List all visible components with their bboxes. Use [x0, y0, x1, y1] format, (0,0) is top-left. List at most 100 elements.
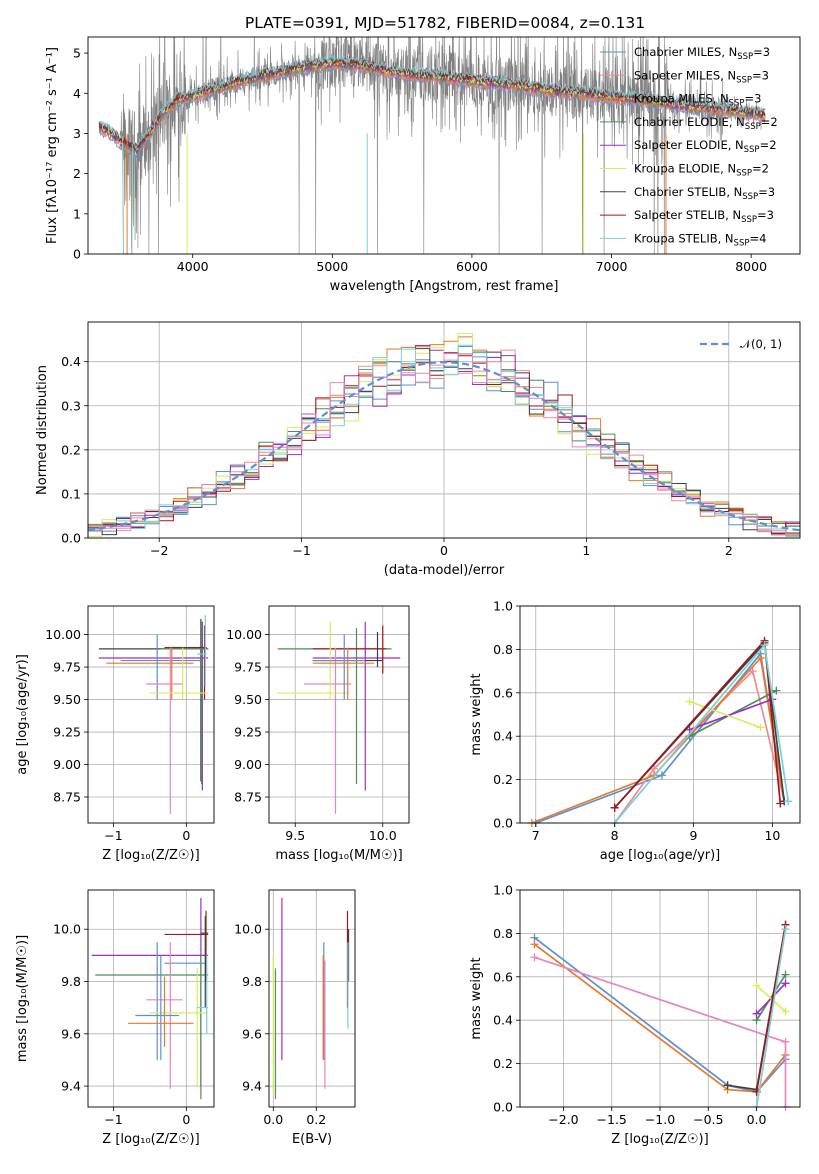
y-axis-label: age [log₁₀(age/yr)] — [15, 654, 30, 775]
legend-entry: 𝒩(0, 1) — [740, 337, 782, 351]
legend-entry: Chabrier MILES, NSSP=3 — [634, 45, 770, 62]
mass-weight-marker — [610, 803, 619, 812]
mass-weight-line-chabrier-miles — [535, 651, 786, 824]
y-tick-label: 5 — [73, 46, 81, 61]
x-tick-label: −1.5 — [597, 1112, 627, 1127]
y-tick-label: 0.4 — [493, 1013, 513, 1028]
mass-weight-line-kroupa-elodie — [756, 984, 787, 1013]
x-tick-label: 10.0 — [369, 828, 397, 843]
y-tick-label: 0.6 — [493, 969, 513, 984]
x-axis-label: mass [log₁₀(M/M☉)] — [275, 848, 402, 863]
axes-frame — [87, 889, 215, 1108]
x-tick-label: 0 — [440, 543, 448, 558]
y-tick-label: 10.0 — [53, 922, 81, 937]
y-tick-label: 1.0 — [493, 599, 513, 614]
figure-title: PLATE=0391, MJD=51782, FIBERID=0084, z=0… — [245, 14, 645, 32]
x-tick-label: 5000 — [316, 259, 348, 274]
y-axis-label: mass weight — [469, 957, 484, 1039]
y-axis-label: mass weight — [469, 673, 484, 755]
model-spectrum-kroupa-stelib — [98, 54, 766, 254]
y-tick-label: 10.00 — [226, 627, 262, 642]
y-tick-label: 8.75 — [53, 790, 81, 805]
x-axis-label: age [log₁₀(age/yr)] — [600, 848, 721, 863]
histogram-pink-extra — [87, 353, 800, 538]
mass-weight-marker — [685, 697, 694, 706]
y-tick-label: 9.6 — [242, 1026, 262, 1041]
y-tick-label: 9.50 — [234, 692, 262, 707]
x-tick-label: −1 — [292, 543, 310, 558]
spectrum-plot-area — [98, 37, 766, 254]
normal-distribution-curve — [87, 360, 801, 532]
mass-weight-marker — [781, 925, 790, 934]
x-tick-label: −1 — [104, 1112, 122, 1127]
mass-weight-marker — [756, 654, 765, 663]
y-tick-label: 0.8 — [493, 926, 513, 941]
y-tick-label: 0.2 — [61, 442, 81, 457]
legend-entry: Kroupa ELODIE, NSSP=2 — [634, 162, 769, 179]
y-tick-label: 9.4 — [61, 1079, 81, 1094]
y-tick-label: 0.4 — [493, 729, 513, 744]
x-tick-label: −1.0 — [645, 1112, 675, 1127]
y-tick-label: 0.2 — [493, 772, 513, 787]
x-tick-label: 9.5 — [285, 828, 305, 843]
y-tick-label: 0.3 — [61, 398, 81, 413]
axes-frame — [87, 605, 215, 824]
y-tick-label: 0.2 — [493, 1056, 513, 1071]
mass-weight-marker — [760, 641, 769, 650]
mass-weight-marker — [752, 981, 761, 990]
y-tick-label: 0.0 — [493, 1100, 513, 1115]
y-tick-label: 10.00 — [45, 627, 81, 642]
y-tick-label: 8.75 — [234, 790, 262, 805]
spectrum-legend: Chabrier MILES, NSSP=3 Salpeter MILES, NS… — [600, 45, 778, 248]
mass-weight-line-chabrier-miles — [533, 937, 787, 1093]
residuals-histogram-panel: −2 −1 0 1 2 0.0 0.1 0.2 0.3 0.4 (data-model)/error… — [35, 321, 801, 578]
legend-entry: Salpeter STELIB, NSSP=3 — [634, 208, 774, 225]
axes-frame — [519, 605, 801, 824]
y-tick-label: 9.00 — [53, 757, 81, 772]
y-tick-label: 9.75 — [53, 660, 81, 675]
y-tick-label: 4 — [73, 86, 81, 101]
mass-weight-marker — [752, 1009, 761, 1018]
x-tick-label: −2.0 — [548, 1112, 578, 1127]
y-tick-label: 9.25 — [53, 725, 81, 740]
axes-frame — [268, 889, 356, 1108]
y-tick-label: 9.00 — [234, 757, 262, 772]
x-tick-label: 2 — [725, 543, 733, 558]
y-axis-label: mass [log₁₀(M/M☉)] — [15, 935, 30, 1062]
x-axis-label: (data-model)/error — [384, 563, 505, 578]
y-tick-label: 1 — [73, 206, 81, 221]
y-tick-label: 9.25 — [234, 725, 262, 740]
x-tick-label: 0 — [182, 1112, 190, 1127]
mass-weight-marker — [781, 970, 790, 979]
observed-spectrum-line — [98, 37, 766, 254]
y-tick-label: 0.0 — [61, 531, 81, 546]
x-tick-label: 6000 — [456, 259, 488, 274]
x-tick-label: 0 — [182, 828, 190, 843]
x-tick-label: 8000 — [735, 259, 767, 274]
mass-weight-line-salpeter-stelib — [755, 924, 787, 1092]
x-tick-label: 0.0 — [263, 1112, 283, 1127]
x-tick-label: 0.2 — [306, 1112, 326, 1127]
mass-weight-marker — [776, 799, 785, 808]
legend-entry: Salpeter MILES, NSSP=3 — [634, 68, 769, 85]
x-tick-label: 0.0 — [747, 1112, 767, 1127]
mass-weight-marker — [772, 686, 781, 695]
y-tick-label: 0 — [73, 247, 81, 262]
y-axis-label: Normed distribution — [35, 365, 50, 495]
legend-entry: Kroupa STELIB, NSSP=4 — [634, 231, 766, 248]
mass-weight-line-kroupa-elodie — [689, 700, 761, 729]
x-tick-label: −1 — [104, 828, 122, 843]
x-tick-label: 9 — [690, 828, 698, 843]
y-tick-label: 0.1 — [61, 486, 81, 501]
legend-entry: Chabrier ELODIE, NSSP=2 — [634, 115, 778, 132]
x-tick-label: 10 — [764, 828, 780, 843]
x-tick-label: −2 — [150, 543, 168, 558]
mass-weight-vs-metallicity-panel: −2.0 −1.5 −1.0 −0.5 0.0 0.0 0.2 0.4 0.6 0.8 1.0 Z [… — [469, 883, 801, 1147]
x-tick-label: 1 — [582, 543, 590, 558]
legend-entry: Salpeter ELODIE, NSSP=2 — [634, 138, 777, 155]
y-axis-label: Flux [fλ10⁻¹⁷ erg cm⁻² s⁻¹ A⁻¹] — [45, 47, 60, 244]
mass-weight-marker — [781, 979, 790, 988]
y-tick-label: 0.6 — [493, 685, 513, 700]
y-tick-label: 3 — [73, 126, 81, 141]
y-tick-label: 9.8 — [61, 974, 81, 989]
